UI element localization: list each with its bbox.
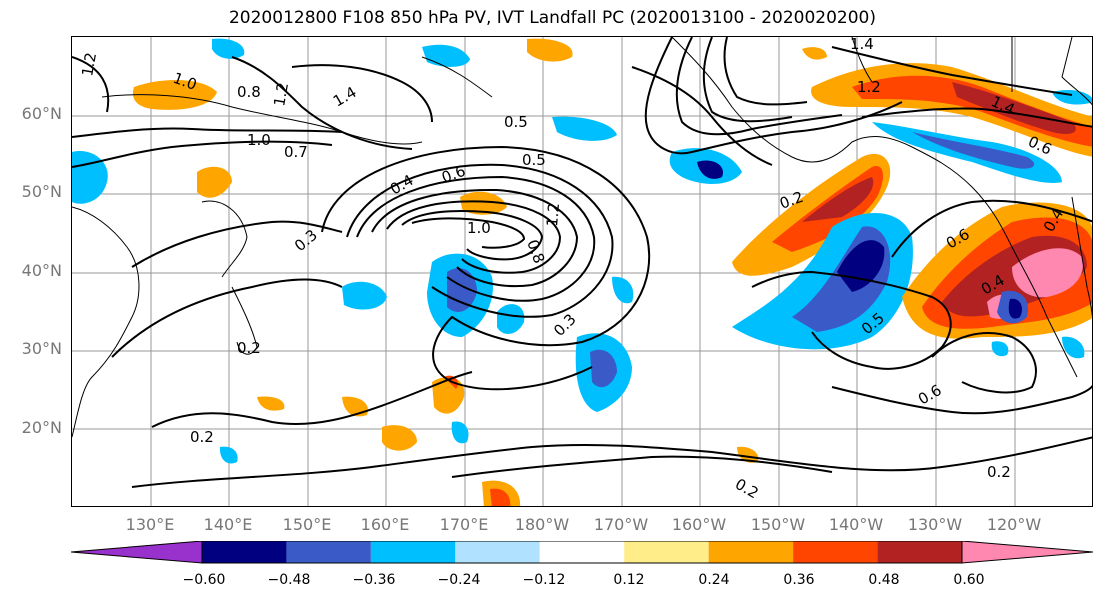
colorbar-tick-label: −0.12: [522, 572, 566, 588]
contour-label: 0.3: [291, 226, 321, 255]
lon-label: 130°E: [125, 515, 175, 534]
colorbar-tick-label: −0.24: [437, 572, 481, 588]
colorbar-swatch: [877, 541, 962, 563]
colorbar-swatch: [71, 541, 203, 564]
contour-label: 0.2: [190, 428, 214, 446]
colorbar-tick-label: −0.60: [182, 572, 226, 588]
lon-label: 120°W: [986, 515, 1042, 534]
colorbar-swatch: [539, 541, 625, 563]
graticule: [72, 37, 1092, 506]
contour-label: 0.5: [504, 113, 528, 131]
colorbar-tick-label: 0.24: [698, 572, 730, 588]
colorbar-swatch: [370, 541, 456, 563]
lon-label: 140°E: [203, 515, 253, 534]
lat-label: 60°N: [21, 104, 62, 123]
lon-label: 170°E: [439, 515, 489, 534]
contour-label: 0.6: [915, 381, 945, 409]
colorbar-swatch: [708, 541, 794, 563]
lon-label: 130°W: [907, 515, 963, 534]
contour-label: 0.8: [523, 237, 548, 266]
contour-label: 0.2: [732, 475, 762, 503]
lon-label: 150°E: [282, 515, 332, 534]
lat-label: 30°N: [21, 339, 62, 358]
lon-label: 170°W: [593, 515, 649, 534]
contour-label: 0.5: [522, 151, 546, 169]
colorbar-swatch: [202, 541, 287, 563]
colorbar-tick-label: 0.60: [953, 572, 985, 588]
contour-label: 1.0: [247, 131, 271, 149]
map-panel: 1.2 1.0 0.8 1.2 0.7 1.4 1.0 0.5 0.5 0.4 …: [71, 36, 1093, 507]
contour-label: 1.4: [850, 37, 874, 53]
contour-label: 1.2: [270, 81, 292, 108]
contour-label: 0.7: [284, 143, 308, 161]
contour-label: 1.4: [330, 83, 360, 111]
colorbar-outline: [201, 541, 963, 564]
colorbar-swatch: [961, 541, 1093, 564]
contour-label: 1.0: [467, 219, 491, 237]
pv-shading: [72, 38, 1092, 506]
colorbar-tick-label: 0.48: [868, 572, 900, 588]
colorbar-tick-label: −0.36: [352, 572, 396, 588]
contour-label: 1.2: [543, 202, 563, 227]
colorbar-tick-label: −0.48: [267, 572, 311, 588]
lat-label: 40°N: [21, 261, 62, 280]
colorbar-swatch: [624, 541, 709, 563]
colorbar-swatch: [286, 541, 371, 563]
colorbar-tick-label: 0.12: [613, 572, 645, 588]
contour-label: 0.8: [237, 83, 261, 101]
contour-label: 1.2: [78, 51, 100, 78]
lat-label: 20°N: [21, 418, 62, 437]
lon-label: 160°W: [671, 515, 727, 534]
lon-label: 160°E: [360, 515, 410, 534]
contour-label: 1.2: [857, 78, 881, 96]
map-canvas: 1.2 1.0 0.8 1.2 0.7 1.4 1.0 0.5 0.5 0.4 …: [72, 37, 1092, 506]
contour-label: 0.2: [987, 463, 1011, 481]
map-title: 2020012800 F108 850 hPa PV, IVT Landfall…: [228, 8, 876, 28]
lat-label: 50°N: [21, 182, 62, 201]
colorbar-tick-label: 0.36: [783, 572, 815, 588]
lon-label: 150°W: [750, 515, 806, 534]
lon-label: 140°W: [828, 515, 884, 534]
colorbar-swatch: [793, 541, 878, 563]
lon-label: 180°W: [514, 515, 570, 534]
coastlines: [72, 37, 1092, 438]
colorbar-swatch: [455, 541, 540, 563]
pv-contours: [72, 37, 1092, 488]
colorbar: [71, 541, 1093, 564]
contour-label: 0.2: [237, 339, 261, 357]
